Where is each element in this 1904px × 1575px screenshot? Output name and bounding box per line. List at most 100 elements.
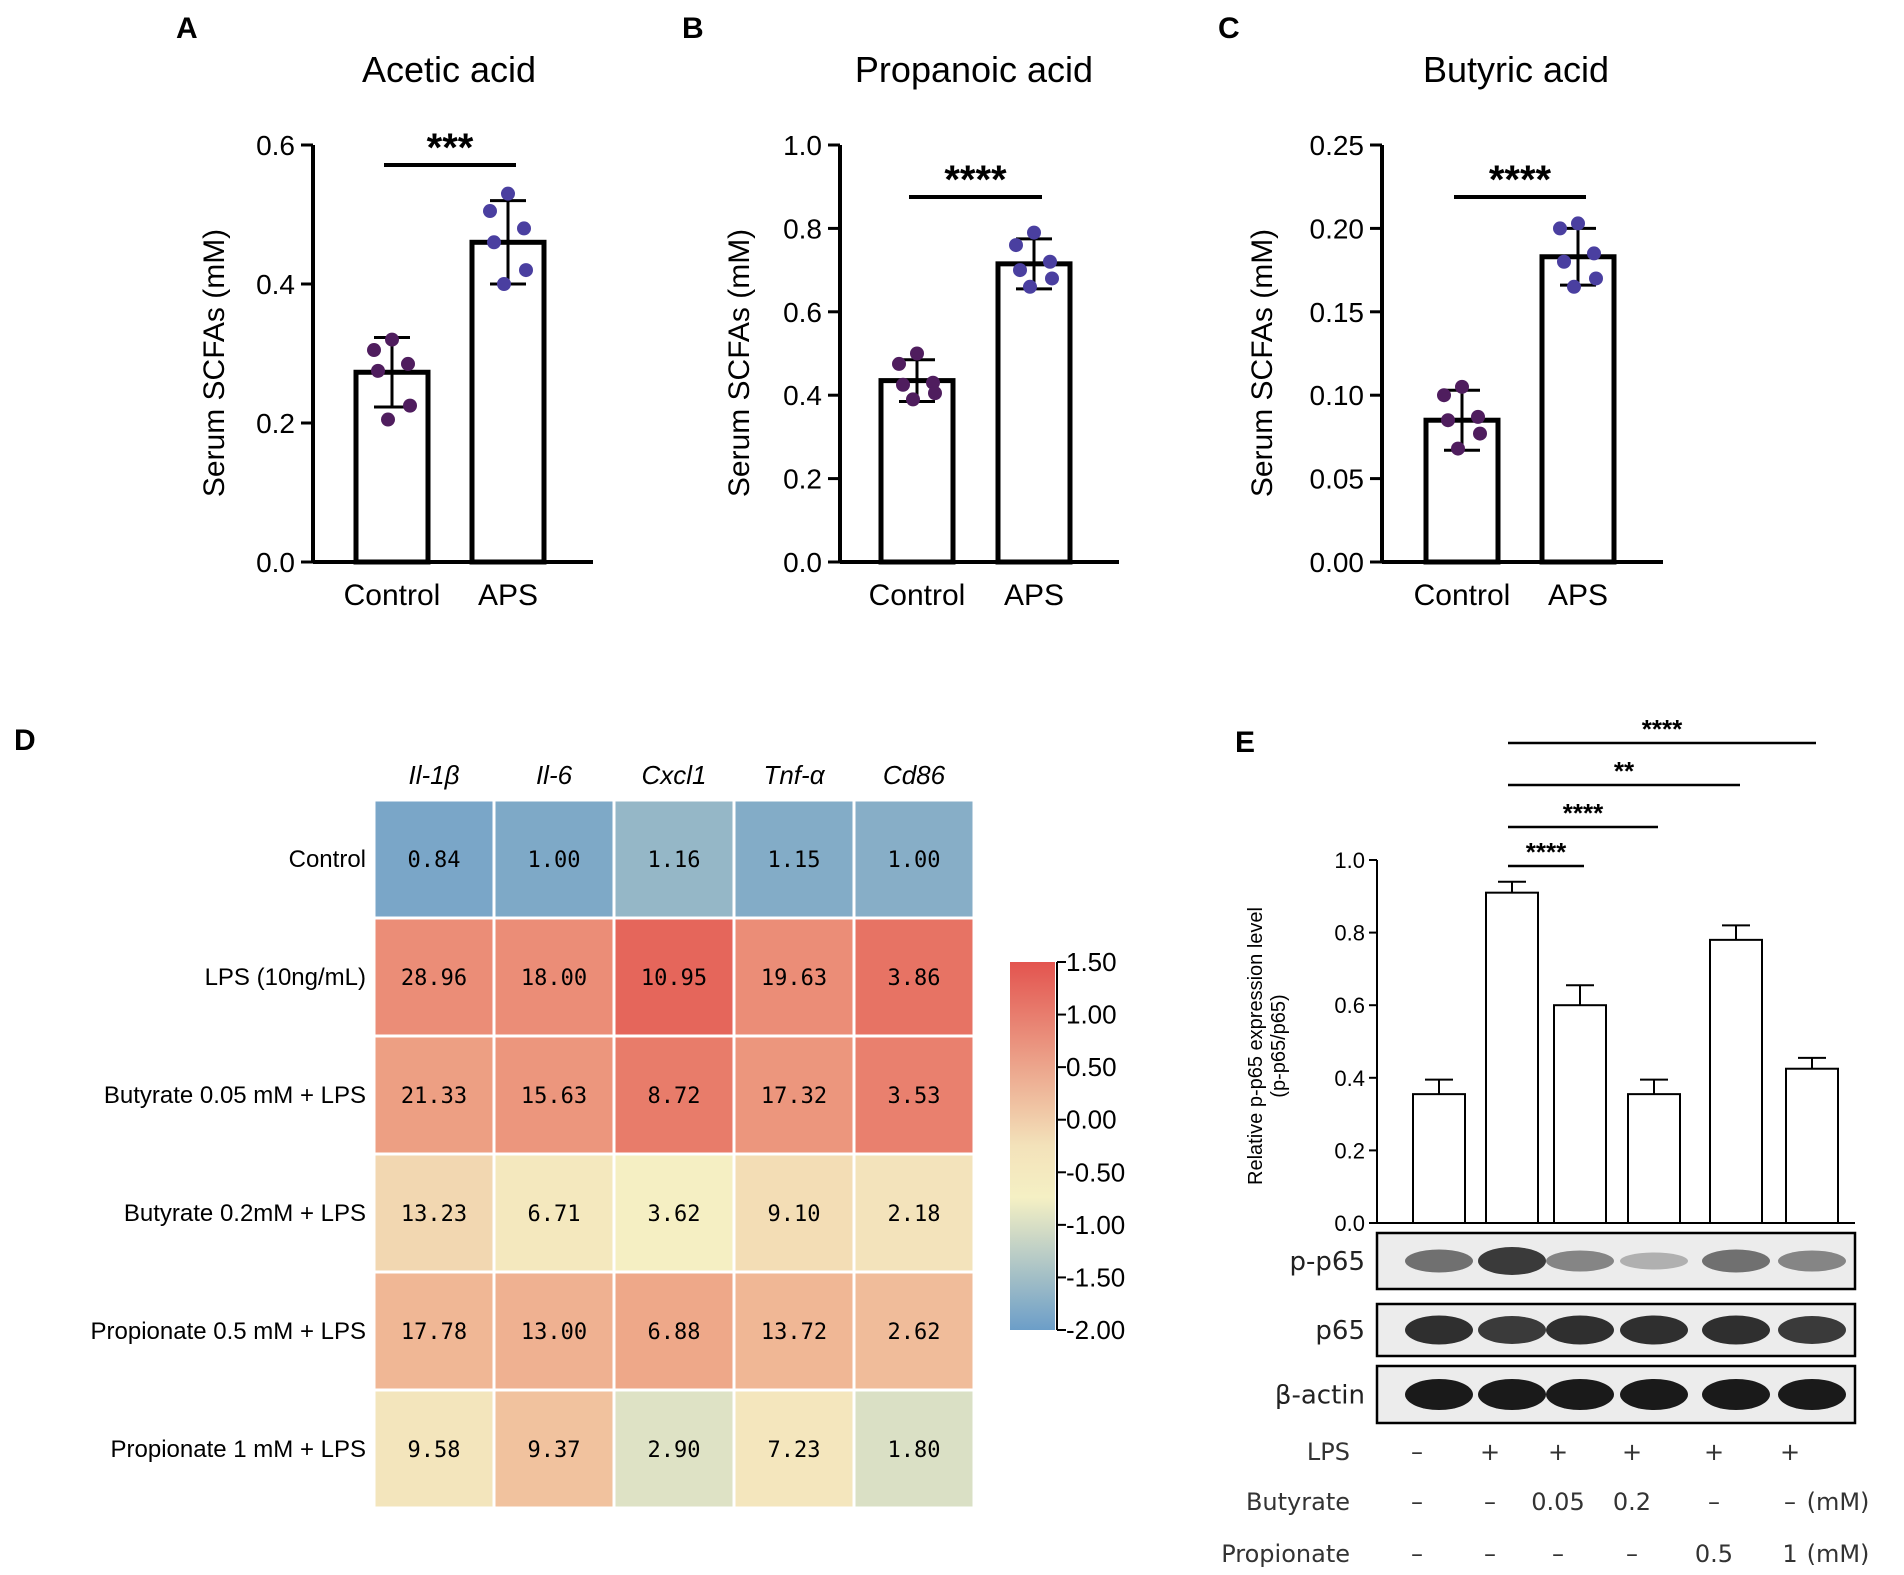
panel-c-chart: Butyric acid Serum SCFAs (mM) 0.000.050.… [1246,49,1663,612]
blot-band [1620,1252,1688,1270]
y-tick-label: 0.4 [1334,1066,1365,1091]
heatmap-cell-value: 2.90 [648,1438,701,1463]
data-point [371,363,385,378]
heatmap-cell [735,801,853,917]
condition-value: – [1484,1540,1496,1568]
comparison-label: **** [1526,837,1567,867]
panel-b-x-ticks: Control APS [869,579,1064,612]
condition-value: + [1480,1438,1500,1466]
western-blot: p-p65 p65 β-actin [1275,1231,1857,1425]
heatmap-column-header: Cd86 [883,760,946,790]
heatmap-column-header: Cxcl1 [641,760,706,790]
y-tick-label: 0.4 [783,380,822,411]
heatmap-cell [735,1273,853,1389]
panel-e-y-ticks: 0.0 0.2 0.4 0.6 0.8 1.0 [1334,848,1855,1236]
blot-band [1778,1316,1846,1344]
y-tick-label: 0.8 [1334,921,1365,946]
data-point [401,356,415,371]
bar [995,261,1073,565]
colorbar-tick-label: 1.00 [1066,1000,1117,1030]
blot-band [1702,1315,1770,1345]
panel-a-marks: *** [353,126,547,565]
colorbar-tick-label: 0.50 [1066,1052,1117,1082]
data-point [517,221,531,236]
panel-e-marks [1412,880,1839,1225]
heatmap-cell-value: 3.86 [888,966,941,991]
y-tick-label: 0.25 [1310,130,1365,161]
heatmap-cell [735,1391,853,1507]
blot-label: p-p65 [1290,1247,1365,1277]
colorbar-tick-label: -0.50 [1066,1157,1125,1187]
panel-a-y-axis-label: Serum SCFAs (mM) [198,229,231,497]
heatmap-cell [375,1037,493,1153]
heatmap-colorbar-ticks: 1.50 1.00 0.50 0.00 -0.50 -1.00 -1.50 -2.00 [1056,947,1125,1345]
panel-e-y-axis-label-1: Relative p-p65 expression level [1245,907,1267,1185]
condition-value: 0.05 [1531,1488,1584,1516]
data-point [1009,238,1023,253]
heatmap-cell-value: 13.00 [521,1320,587,1345]
y-tick-label: 0.10 [1310,380,1365,411]
heatmap-row-label: Butyrate 0.2mM + LPS [124,1200,366,1227]
comparison-label: **** [1642,714,1683,744]
heatmap-column-header: Tnf-α [763,760,825,790]
heatmap-colorbar [1010,962,1055,1330]
data-point [1473,426,1487,441]
heatmap-row-label: Control [289,846,366,873]
heatmap-cell-value: 13.23 [401,1202,467,1227]
blot-band [1778,1379,1846,1410]
heatmap-cell-value: 1.15 [768,848,821,873]
blot-band [1620,1315,1688,1345]
y-tick-label: 0.8 [783,213,822,244]
panel-label-e: E [1235,726,1255,759]
heatmap-cell-value: 1.16 [648,848,701,873]
heatmap-column-header: Il-6 [536,760,573,790]
heatmap-cells: 0.84 1.00 1.16 1.15 1.00 28.96 18.00 10.95 19.63… [375,801,973,1507]
bar [1627,1093,1681,1225]
y-tick-label: 0.2 [256,408,295,439]
panel-c-title: Butyric acid [1423,49,1609,90]
significance-label: **** [1489,158,1552,202]
condition-value: – [1784,1488,1796,1516]
blot-band [1405,1249,1473,1273]
data-point [483,204,497,219]
heatmap-cell-value: 6.71 [528,1202,581,1227]
colorbar-tick-label: -1.00 [1066,1210,1125,1240]
colorbar-tick-label: 1.50 [1066,947,1117,977]
condition-label: Propionate [1221,1540,1350,1568]
blot-band [1546,1315,1614,1345]
data-point [381,412,395,427]
blot-band [1546,1250,1614,1272]
heatmap-cell [615,919,733,1035]
heatmap-column-headers: Il-1β Il-6 Cxcl1 Tnf-α Cd86 [409,760,946,790]
condition-label: LPS [1307,1438,1350,1466]
data-point [1571,216,1585,231]
heatmap-cell-value: 21.33 [401,1084,467,1109]
data-point [1471,409,1485,424]
condition-value: – [1484,1488,1496,1516]
data-point [1437,388,1451,403]
blot-band [1405,1315,1473,1345]
blot-band [1702,1249,1770,1273]
heatmap-cell-value: 19.63 [761,966,827,991]
heatmap-cell [495,801,613,917]
condition-value: 0.2 [1613,1488,1651,1516]
heatmap-cell-value: 9.37 [528,1438,581,1463]
data-point [367,343,381,358]
heatmap-cell-value: 7.23 [768,1438,821,1463]
blot-label: p65 [1315,1316,1365,1346]
y-tick-label: 1.0 [783,130,822,161]
data-point [1013,263,1027,278]
y-tick-label: 0.2 [1334,1138,1365,1163]
heatmap-cell-value: 10.95 [641,966,707,991]
data-point [1027,225,1041,240]
heatmap-cell [495,1155,613,1271]
y-tick-label: 0.6 [1334,993,1365,1018]
heatmap-cell-value: 1.00 [888,848,941,873]
comparison-label: ** [1614,756,1635,786]
panel-label-c: C [1218,12,1240,45]
heatmap-cell [735,1037,853,1153]
panel-c-marks: **** [1423,158,1617,565]
heatmap-cell [375,919,493,1035]
data-point [519,263,533,278]
data-point [1553,221,1567,236]
